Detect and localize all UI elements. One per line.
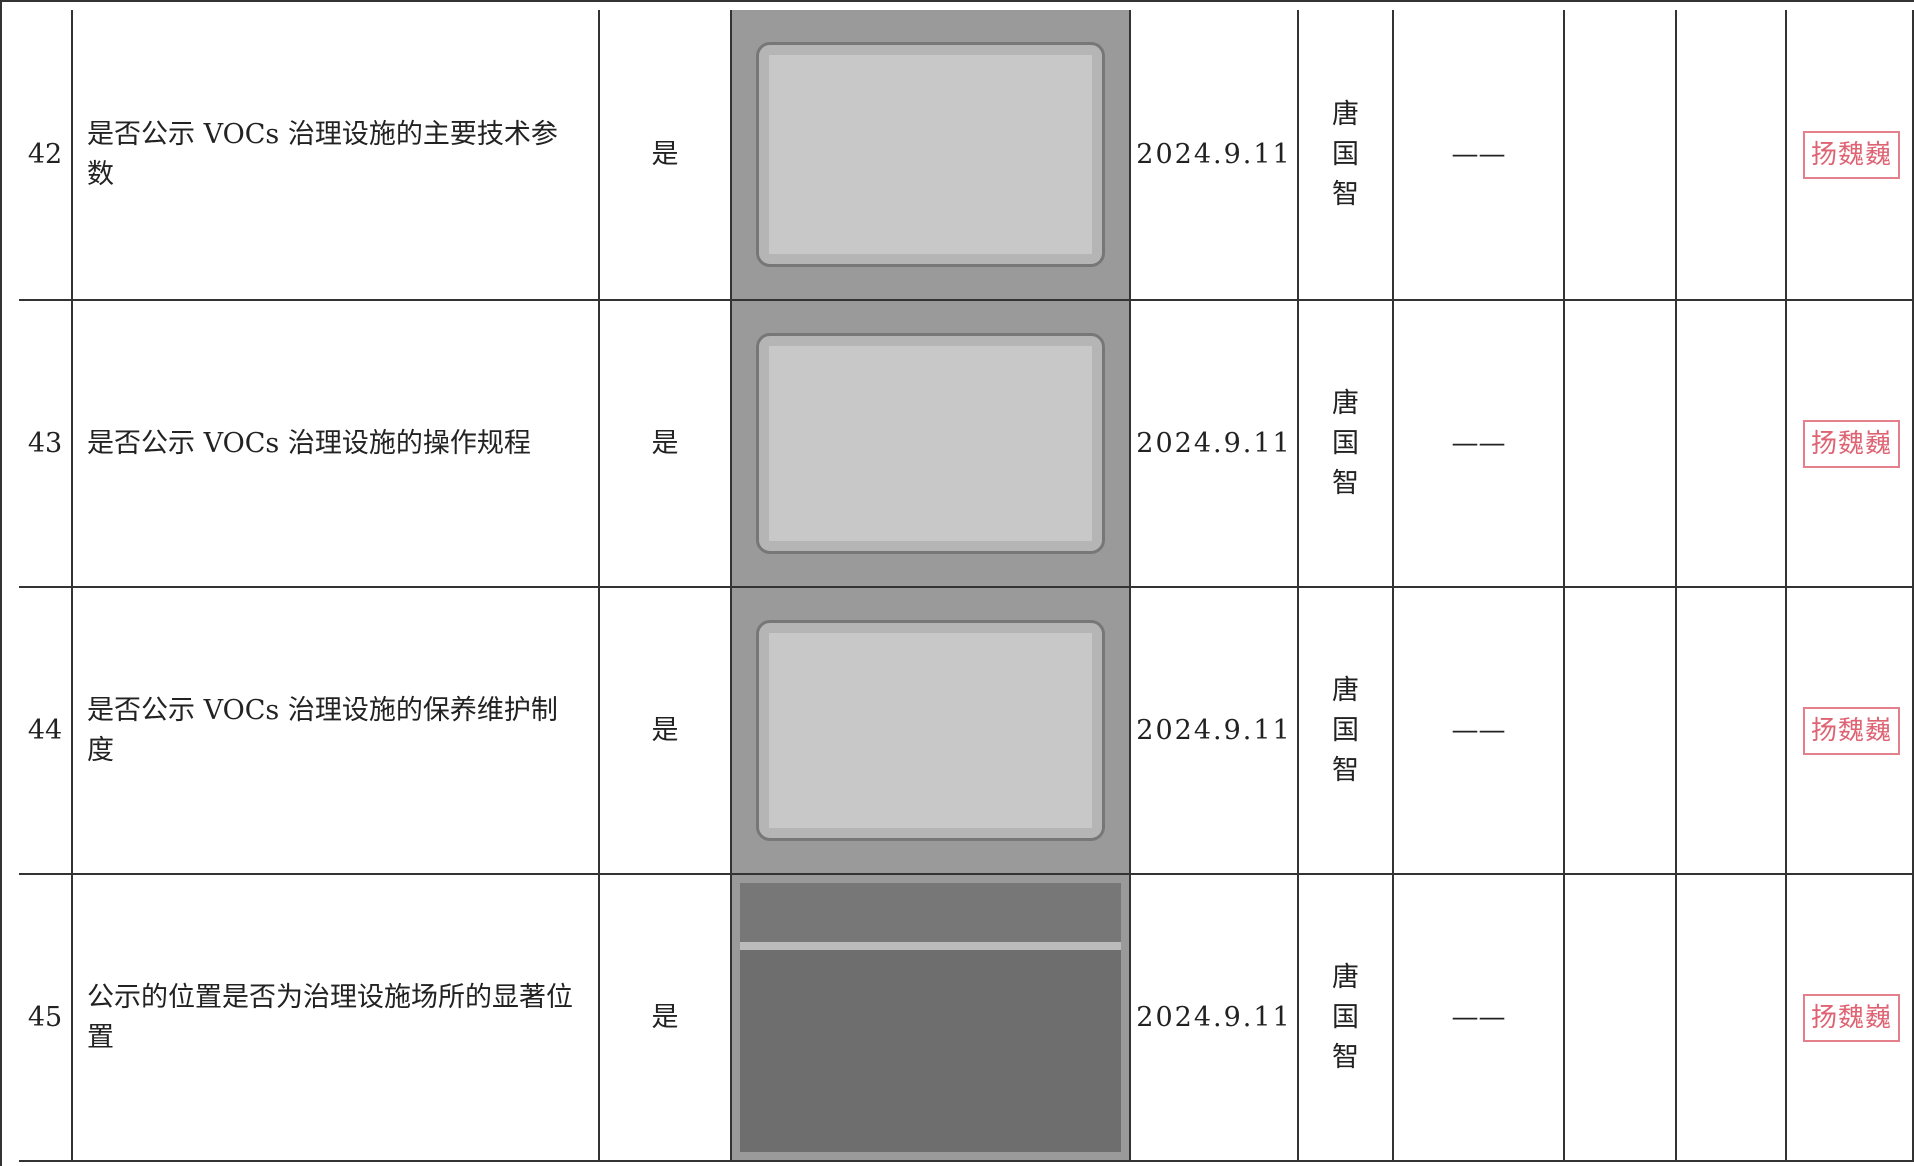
item: 是否公示 VOCs 治理设施的主要技术参数 bbox=[73, 10, 600, 301]
date: 2024.9.11 bbox=[1131, 301, 1299, 588]
empty-cell bbox=[1565, 588, 1677, 875]
empty-cell bbox=[1677, 875, 1787, 1162]
date: 2024.9.11 bbox=[1131, 588, 1299, 875]
empty-cell bbox=[1565, 875, 1677, 1162]
remark: —— bbox=[1394, 10, 1565, 301]
answer-text: 是 bbox=[651, 714, 679, 746]
answer: 是 bbox=[600, 875, 732, 1162]
photo bbox=[732, 875, 1131, 1162]
remark-text: —— bbox=[1451, 714, 1506, 746]
date: 2024.9.11 bbox=[1131, 875, 1299, 1162]
photo bbox=[732, 10, 1131, 301]
item-text: 是否公示 VOCs 治理设施的主要技术参数 bbox=[87, 118, 558, 190]
remark: —— bbox=[1394, 301, 1565, 588]
answer-text: 是 bbox=[651, 1001, 679, 1033]
row-number: 45 bbox=[19, 875, 73, 1162]
photo-board bbox=[740, 883, 1121, 1152]
date-text: 2024.9.11 bbox=[1136, 714, 1292, 746]
photo-board bbox=[756, 619, 1105, 842]
item: 公示的位置是否为治理设施场所的显著位置 bbox=[73, 875, 600, 1162]
row-number: 43 bbox=[19, 301, 73, 588]
answer-text: 是 bbox=[651, 138, 679, 170]
signature: 扬魏巍 bbox=[1787, 301, 1914, 588]
remark-text: —— bbox=[1451, 427, 1506, 459]
signature-text: 扬魏巍 bbox=[1802, 993, 1900, 1042]
empty-cell bbox=[1565, 10, 1677, 301]
answer: 是 bbox=[600, 588, 732, 875]
empty-cell bbox=[1677, 10, 1787, 301]
signature-text: 扬魏巍 bbox=[1802, 419, 1900, 468]
answer: 是 bbox=[600, 10, 732, 301]
date-text: 2024.9.11 bbox=[1136, 1001, 1292, 1033]
item-text: 是否公示 VOCs 治理设施的操作规程 bbox=[87, 427, 531, 459]
signature: 扬魏巍 bbox=[1787, 588, 1914, 875]
person-text: 唐国智 bbox=[1332, 98, 1359, 210]
signature-text: 扬魏巍 bbox=[1802, 706, 1900, 755]
empty-cell bbox=[1677, 588, 1787, 875]
row-number-text: 45 bbox=[27, 1001, 63, 1033]
signature-text: 扬魏巍 bbox=[1802, 130, 1900, 179]
answer-text: 是 bbox=[651, 427, 679, 459]
remark: —— bbox=[1394, 588, 1565, 875]
item: 是否公示 VOCs 治理设施的操作规程 bbox=[73, 301, 600, 588]
person-text: 唐国智 bbox=[1332, 387, 1359, 499]
date-text: 2024.9.11 bbox=[1136, 427, 1292, 459]
item-text: 是否公示 VOCs 治理设施的保养维护制度 bbox=[87, 694, 558, 766]
person-text: 唐国智 bbox=[1332, 961, 1359, 1073]
row-number-text: 42 bbox=[27, 138, 63, 170]
date-text: 2024.9.11 bbox=[1136, 138, 1292, 170]
answer: 是 bbox=[600, 301, 732, 588]
person: 唐国智 bbox=[1299, 875, 1394, 1162]
row-number: 42 bbox=[19, 10, 73, 301]
person: 唐国智 bbox=[1299, 301, 1394, 588]
row-number: 44 bbox=[19, 588, 73, 875]
empty-cell bbox=[1565, 301, 1677, 588]
photo-board bbox=[756, 42, 1105, 267]
row-number-text: 44 bbox=[27, 714, 63, 746]
signature: 扬魏巍 bbox=[1787, 875, 1914, 1162]
date: 2024.9.11 bbox=[1131, 10, 1299, 301]
person: 唐国智 bbox=[1299, 10, 1394, 301]
remark-text: —— bbox=[1451, 1001, 1506, 1033]
row-number-text: 43 bbox=[27, 427, 63, 459]
photo bbox=[732, 588, 1131, 875]
empty-cell bbox=[1677, 301, 1787, 588]
remark-text: —— bbox=[1451, 138, 1506, 170]
remark: —— bbox=[1394, 875, 1565, 1162]
signature: 扬魏巍 bbox=[1787, 10, 1914, 301]
item: 是否公示 VOCs 治理设施的保养维护制度 bbox=[73, 588, 600, 875]
person: 唐国智 bbox=[1299, 588, 1394, 875]
photo bbox=[732, 301, 1131, 588]
person-text: 唐国智 bbox=[1332, 674, 1359, 786]
photo-board bbox=[756, 332, 1105, 555]
item-text: 公示的位置是否为治理设施场所的显著位置 bbox=[87, 981, 573, 1053]
